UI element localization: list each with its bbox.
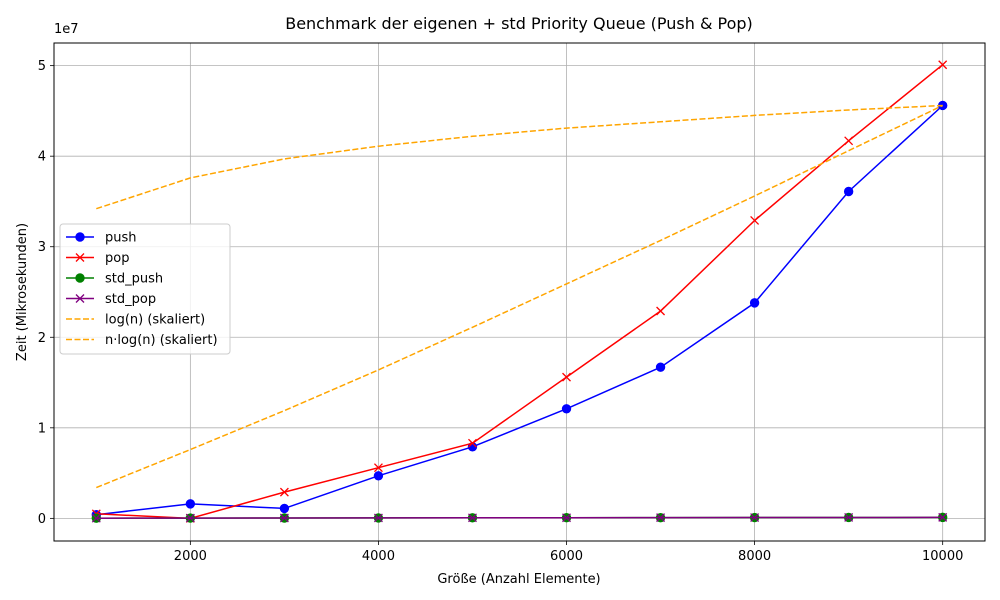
x-tick-label: 10000 xyxy=(922,549,963,564)
series-line xyxy=(96,64,944,520)
data-point xyxy=(844,136,854,146)
data-point xyxy=(373,513,383,523)
data-point-stroke xyxy=(656,513,666,523)
data-point-stroke xyxy=(844,512,854,522)
series-line xyxy=(96,104,943,210)
data-point xyxy=(185,513,195,523)
legend-label: push xyxy=(105,231,137,246)
data-point-stroke xyxy=(185,513,195,523)
x-axis-label: Größe (Anzahl Elemente) xyxy=(437,572,600,587)
data-point xyxy=(468,438,477,448)
x-tick-label: 8000 xyxy=(738,549,771,564)
y-tick-label: 5 xyxy=(38,59,46,74)
data-point-stroke xyxy=(562,372,571,382)
data-point xyxy=(185,499,196,509)
x-tick-label: 4000 xyxy=(362,549,395,564)
data-point-stroke xyxy=(938,512,948,522)
data-point xyxy=(75,232,85,242)
data-point xyxy=(844,512,854,522)
data-point xyxy=(75,294,85,303)
y-tick-label: 1 xyxy=(38,421,46,436)
data-point xyxy=(656,513,666,523)
y-axis-offset-label: 1e7 xyxy=(54,22,79,37)
data-point xyxy=(938,60,948,70)
series-line xyxy=(96,104,944,516)
y-tick-label: 4 xyxy=(38,150,46,165)
data-point xyxy=(655,362,666,372)
legend-entry: push xyxy=(66,231,137,246)
x-tick-label: 6000 xyxy=(550,549,583,564)
data-point xyxy=(562,513,571,523)
data-point-stroke xyxy=(75,294,85,303)
legend: push pop std_push std_pop log(n) (skaliert) n… xyxy=(59,223,231,355)
legend-entries: push pop std_push std_pop log(n) (skaliert) n… xyxy=(66,231,218,348)
series-line xyxy=(96,104,944,489)
data-point-stroke xyxy=(656,306,666,316)
series-3 xyxy=(91,512,948,523)
data-point xyxy=(656,306,666,316)
series-layer xyxy=(91,60,948,523)
data-point xyxy=(75,253,85,262)
series-4 xyxy=(96,104,943,210)
data-point xyxy=(373,471,384,481)
data-point xyxy=(75,273,85,283)
data-point-stroke xyxy=(844,136,854,146)
legend-entry: log(n) (skaliert) xyxy=(66,313,205,328)
data-point xyxy=(561,404,572,414)
y-tick-label: 2 xyxy=(38,331,46,346)
data-point-stroke xyxy=(468,438,477,448)
data-point xyxy=(91,513,101,523)
data-point xyxy=(750,513,760,523)
data-point xyxy=(468,513,477,523)
data-point-stroke xyxy=(373,513,383,523)
legend-entry: n·log(n) (skaliert) xyxy=(66,333,218,348)
data-point xyxy=(562,372,571,382)
chart-title: Benchmark der eigenen + std Priority Que… xyxy=(285,14,753,33)
data-point-stroke xyxy=(279,513,289,523)
data-point-stroke xyxy=(938,60,948,70)
legend-label: n·log(n) (skaliert) xyxy=(105,333,218,348)
data-point xyxy=(938,512,948,522)
y-axis-label: Zeit (Mikrosekunden) xyxy=(15,223,30,361)
data-point xyxy=(279,513,289,523)
legend-entry: std_pop xyxy=(66,292,156,307)
data-point-stroke xyxy=(468,513,477,523)
data-point-stroke xyxy=(91,513,101,523)
data-point-stroke xyxy=(750,216,760,225)
data-point-stroke xyxy=(279,487,289,497)
y-tick-label: 3 xyxy=(38,240,46,255)
legend-box xyxy=(59,223,231,355)
y-tick-label: 0 xyxy=(38,512,46,527)
legend-label: log(n) (skaliert) xyxy=(105,313,205,328)
legend-label: pop xyxy=(105,251,129,266)
legend-entry: std_push xyxy=(66,272,163,287)
plot-area: 2000 4000 6000 8000 10000 0 1 2 3 4 5 xyxy=(38,42,986,564)
legend-label: std_push xyxy=(105,272,163,287)
data-point xyxy=(279,503,290,514)
ticks: 2000 4000 6000 8000 10000 0 1 2 3 4 5 xyxy=(38,59,964,564)
data-point xyxy=(750,216,760,225)
legend-entry: pop xyxy=(66,251,129,266)
series-line xyxy=(96,516,943,519)
data-point xyxy=(373,463,383,473)
data-point-stroke xyxy=(75,253,85,262)
x-tick-label: 2000 xyxy=(174,549,207,564)
series-5 xyxy=(96,104,944,489)
data-point-stroke xyxy=(373,463,383,473)
legend-label: std_pop xyxy=(105,292,156,307)
data-point xyxy=(749,298,760,308)
data-point-stroke xyxy=(562,513,571,523)
data-point xyxy=(843,186,854,197)
axes-frame xyxy=(53,42,986,542)
data-point xyxy=(279,487,289,497)
data-point-stroke xyxy=(750,513,760,523)
